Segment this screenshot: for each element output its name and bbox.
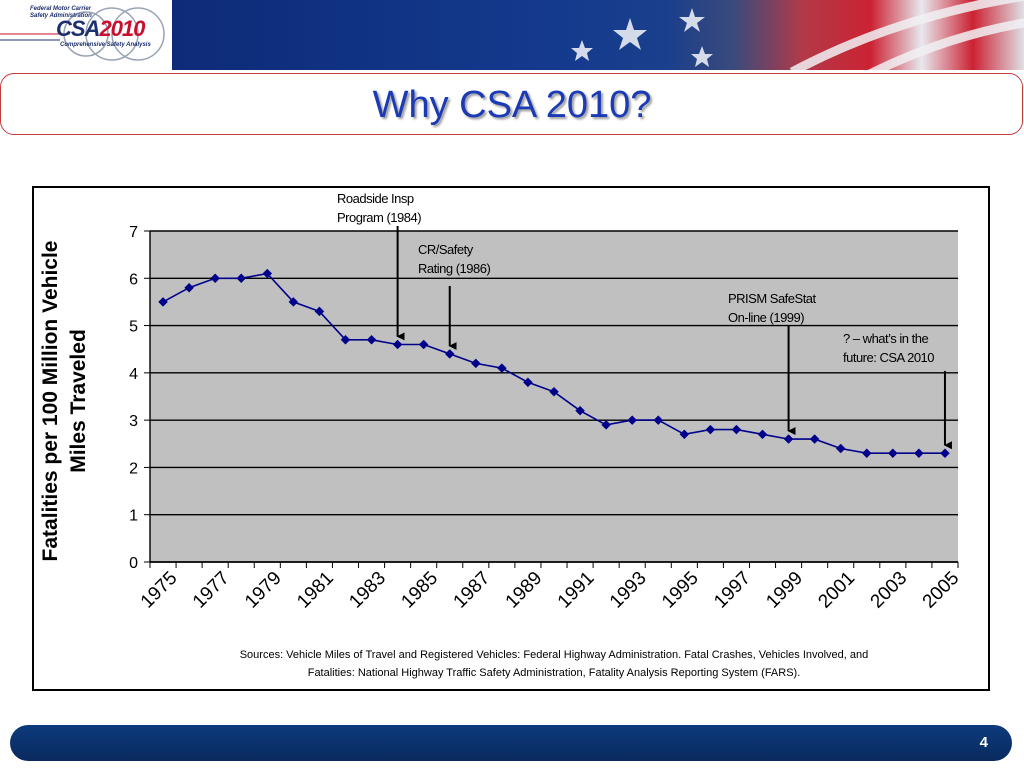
x-tick-label: 1979 (241, 568, 286, 613)
annotation-csa-2010-future: ? – what’s in the future: CSA 2010 (843, 331, 935, 365)
data-point (731, 424, 742, 435)
data-point (314, 306, 325, 317)
title-panel (0, 73, 1023, 135)
data-point (809, 434, 820, 444)
logo-csa-text: CSA (56, 16, 100, 41)
annotation-prism-safestat: PRISM SafeStat On-line (1999) (728, 291, 816, 325)
data-point (340, 334, 351, 345)
logo-wordmark: CSA2010 (56, 16, 145, 42)
x-tick-label: 1991 (554, 568, 599, 613)
x-tick-label: 1995 (658, 568, 703, 613)
flag-stars-icon (571, 0, 1024, 70)
annotation-roadside-inspection: Roadside Insp Program (1984) (337, 191, 422, 225)
y-axis-label-box: Fatalities per 100 Million Vehicle Miles… (26, 226, 104, 576)
x-tick-label: 1997 (710, 568, 755, 613)
flag-image (172, 0, 1024, 70)
page-number: 4 (979, 734, 988, 751)
x-tick-label: 1975 (137, 568, 182, 613)
data-point (653, 415, 664, 425)
data-point (210, 273, 221, 284)
annotation-cr-safety-rating: CR/Safety Rating (1986) (418, 242, 491, 276)
data-point (914, 448, 924, 459)
x-tick-label: 1983 (345, 568, 390, 613)
y-tick-label: 0 (129, 555, 138, 572)
data-point (418, 339, 429, 350)
data-point (861, 448, 872, 459)
data-point (887, 448, 898, 459)
data-point (288, 297, 299, 307)
csa-logo: Federal Motor Carrier Safety Administrat… (0, 0, 173, 70)
data-point (575, 405, 585, 416)
y-tick-label: 2 (129, 460, 138, 477)
chart-sources: Sources: Vehicle Miles of Travel and Reg… (239, 649, 869, 679)
data-point (783, 434, 794, 444)
data-point (627, 415, 638, 425)
y-tick-label: 4 (129, 366, 138, 383)
x-tick-label: 2003 (867, 568, 912, 613)
x-tick-label: 1985 (397, 568, 442, 613)
data-point (523, 377, 533, 388)
y-tick-label: 5 (129, 319, 138, 336)
data-point (835, 443, 846, 454)
x-tick-label: 1993 (606, 568, 651, 613)
data-point (184, 282, 194, 293)
data-point (679, 429, 690, 440)
logo-year-text: 2010 (99, 16, 145, 41)
x-tick-label: 2005 (919, 568, 964, 613)
header-banner: Federal Motor Carrier Safety Administrat… (0, 0, 1024, 70)
data-point (262, 268, 273, 279)
data-point (470, 358, 481, 369)
page-title: Why CSA 2010? (372, 84, 652, 126)
data-point (940, 448, 950, 459)
footer-bar: 4 (10, 725, 1012, 761)
y-tick-label: 7 (129, 224, 138, 241)
data-point (705, 424, 716, 435)
y-tick-label: 1 (129, 508, 138, 525)
y-axis-label: Fatalities per 100 Million Vehicle Miles… (39, 240, 90, 562)
x-tick-label: 1989 (502, 568, 547, 613)
data-point (601, 420, 611, 430)
x-tick-label: 1987 (450, 568, 495, 613)
logo-rings-icon (0, 7, 165, 61)
x-tick-label: 1981 (293, 568, 338, 613)
y-tick-label: 6 (129, 271, 138, 288)
logo-agency-text: Federal Motor Carrier Safety Administrat… (30, 6, 92, 19)
x-tick-label: 1977 (189, 568, 234, 613)
data-point (497, 363, 507, 373)
data-point (757, 429, 768, 440)
y-tick-label: 3 (129, 413, 138, 430)
x-tick-label: 1999 (762, 568, 807, 613)
logo-subtitle: Comprehensive Safety Analysis (60, 42, 151, 48)
data-point (444, 349, 455, 359)
data-point (549, 386, 559, 397)
data-point (158, 297, 168, 307)
x-tick-label: 2001 (814, 568, 859, 613)
data-point (236, 273, 247, 284)
data-point (366, 334, 377, 345)
data-point (392, 339, 403, 350)
